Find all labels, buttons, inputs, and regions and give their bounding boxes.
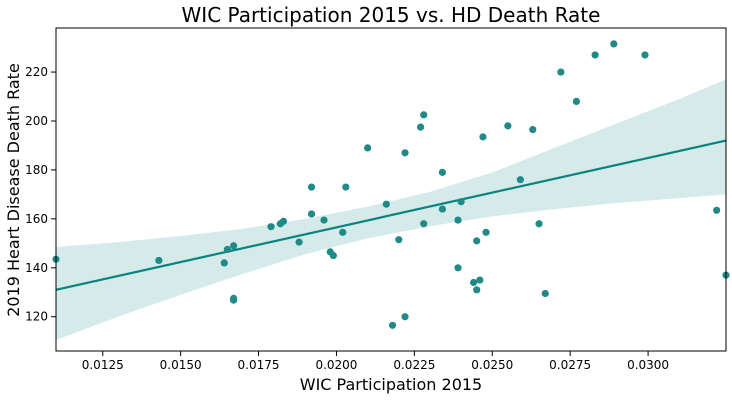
x-tick-label: 0.0225 <box>393 358 435 372</box>
data-point <box>417 123 425 131</box>
y-tick-label: 220 <box>25 65 48 79</box>
data-point <box>382 200 390 208</box>
data-point <box>420 111 428 119</box>
data-point <box>438 168 447 176</box>
y-tick-label: 120 <box>25 310 48 324</box>
data-point <box>529 125 537 134</box>
data-point <box>307 210 316 218</box>
data-point <box>476 276 484 284</box>
data-point <box>267 223 275 231</box>
data-point <box>482 228 490 236</box>
data-point <box>220 259 228 267</box>
data-point <box>454 264 462 272</box>
regression-line-layer <box>55 139 727 291</box>
data-point <box>516 176 524 184</box>
data-point <box>557 68 565 76</box>
x-tick-label: 0.0250 <box>471 358 513 372</box>
data-point <box>504 122 512 130</box>
data-point <box>438 205 447 213</box>
x-tick-label: 0.0150 <box>160 358 202 372</box>
data-point <box>454 216 462 224</box>
data-point <box>329 251 337 260</box>
data-point <box>395 236 403 244</box>
x-tick-label: 0.0125 <box>82 358 124 372</box>
data-point <box>641 51 649 59</box>
confidence-band-layer <box>56 79 726 341</box>
data-point <box>223 245 231 254</box>
data-points-layer <box>52 40 730 329</box>
data-point <box>230 296 238 304</box>
data-point <box>401 313 409 321</box>
x-tick-label: 0.0200 <box>315 358 357 372</box>
y-axis-ticks: 120 140 160 180 200 220 <box>25 65 56 324</box>
x-axis-label: WIC Participation 2015 <box>300 375 482 394</box>
data-point <box>155 256 163 265</box>
data-point <box>473 286 481 294</box>
data-point <box>473 237 481 245</box>
data-point <box>535 220 543 228</box>
data-point <box>230 242 238 250</box>
data-point <box>279 217 288 225</box>
data-point <box>295 238 303 246</box>
confidence-band <box>56 79 726 341</box>
data-point <box>364 144 372 152</box>
data-point <box>572 97 581 106</box>
x-tick-label: 0.0300 <box>627 358 669 372</box>
data-point <box>479 133 487 141</box>
data-point <box>457 198 465 206</box>
plot-frame <box>55 27 727 352</box>
data-point <box>339 228 347 236</box>
y-tick-label: 180 <box>25 163 48 177</box>
y-axis-label: 2019 Heart Disease Death Rate <box>4 63 23 317</box>
y-tick-label: 140 <box>25 261 48 275</box>
data-point <box>541 289 549 298</box>
data-point <box>388 321 397 329</box>
data-point <box>342 183 350 191</box>
data-point <box>320 216 328 224</box>
y-tick-label: 200 <box>25 114 48 128</box>
data-point <box>420 220 428 228</box>
x-axis-ticks: 0.0125 0.0150 0.0175 0.0200 0.0225 0.0250 0.02… <box>82 351 669 372</box>
data-point <box>610 40 618 48</box>
y-tick-label: 160 <box>25 212 48 226</box>
data-point <box>401 149 409 157</box>
chart-title: WIC Participation 2015 vs. HD Death Rate <box>182 3 601 27</box>
data-point <box>713 206 721 214</box>
regression-line <box>55 139 727 291</box>
x-tick-label: 0.0175 <box>238 358 280 372</box>
data-point <box>469 278 478 287</box>
x-tick-label: 0.0275 <box>549 358 591 372</box>
data-point <box>591 51 599 59</box>
data-point <box>307 183 316 191</box>
